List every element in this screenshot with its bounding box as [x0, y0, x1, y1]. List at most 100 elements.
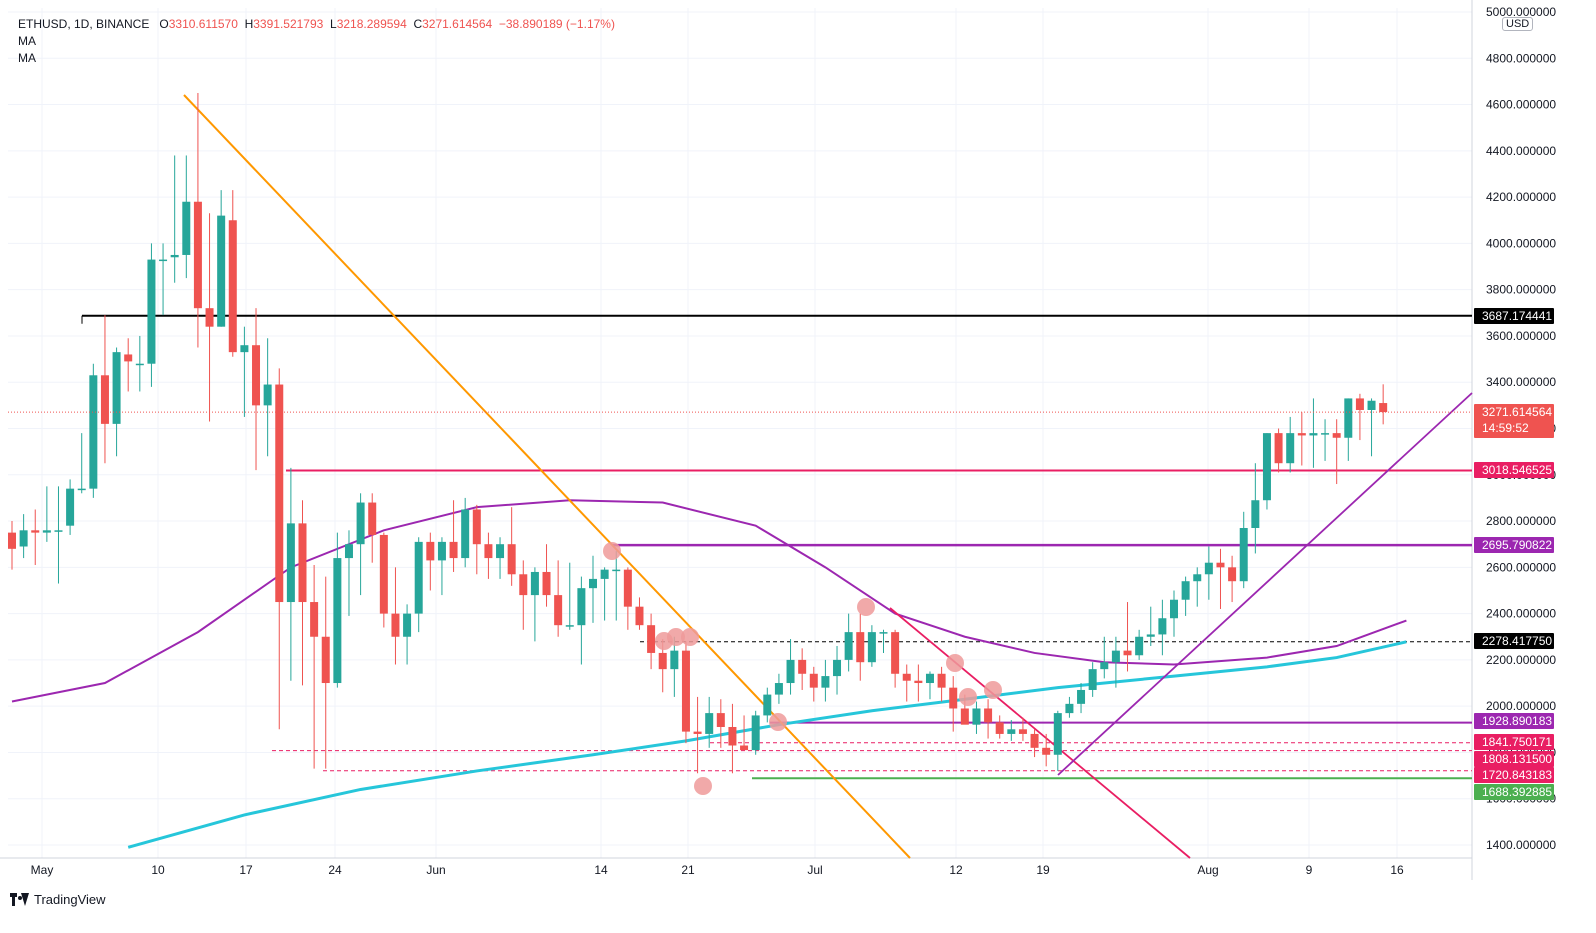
signal-marker [769, 713, 787, 731]
candle-body [461, 509, 470, 559]
candle-body [1344, 398, 1353, 438]
candle-body [1135, 636, 1144, 656]
price-tick-label: 2800.000000 [1486, 514, 1556, 528]
candle-body [1065, 703, 1074, 714]
price-label-bg [1474, 784, 1554, 800]
candle-body [344, 544, 353, 559]
candle-body [159, 259, 168, 262]
candle-body [507, 544, 516, 575]
candle-body [1146, 634, 1155, 637]
price-tick-label: 4400.000000 [1486, 144, 1556, 158]
price-label-bg [1474, 713, 1554, 729]
candle-body [414, 541, 423, 614]
candle-body [1030, 733, 1039, 748]
tradingview-brand[interactable]: TradingView [10, 892, 106, 907]
price-label-tag: 3271.614564 14:59:52 [1474, 404, 1554, 438]
signal-marker [667, 628, 685, 646]
candle-body [449, 541, 458, 559]
price-tick-label: 4200.000000 [1486, 190, 1556, 204]
price-label-text: 1720.843183 [1482, 768, 1552, 782]
candles [8, 92, 1388, 795]
candle-body [403, 613, 412, 637]
candle-body [228, 220, 237, 353]
price-label-tag: 2278.417750 [1474, 633, 1554, 649]
candle-body [333, 558, 342, 684]
price-label-tag: 3687.174441 [1474, 308, 1554, 324]
candle-body [100, 375, 109, 424]
candle-body [89, 375, 98, 489]
time-tick-label: 12 [949, 863, 963, 877]
time-tick-label: 21 [681, 863, 695, 877]
price-tick-label: 4600.000000 [1486, 98, 1556, 112]
candle-body [1355, 398, 1364, 410]
price-label-text: 3018.546525 [1482, 463, 1552, 477]
price-label-text: 1688.392885 [1482, 785, 1552, 799]
time-tick-label: 10 [151, 863, 165, 877]
price-label-bg [1474, 308, 1554, 324]
indicator-ma-1[interactable]: MA [18, 34, 36, 48]
signal-marker [946, 654, 964, 672]
time-tick-label: 19 [1036, 863, 1050, 877]
candle-body [496, 544, 505, 559]
candle-body [147, 259, 156, 364]
candle-body [1286, 433, 1295, 464]
candle-body [31, 530, 40, 533]
candle-body [1321, 433, 1330, 435]
price-tick-label: 1400.000000 [1486, 838, 1556, 852]
candle-body [135, 363, 144, 366]
candle-body [1088, 669, 1097, 690]
price-label-bg [1474, 404, 1554, 438]
price-label-bg [1474, 734, 1554, 750]
candle-body [856, 632, 865, 663]
candle-body [879, 632, 888, 634]
candle-body [984, 708, 993, 723]
currency-badge[interactable]: USD [1502, 17, 1534, 31]
candle-body [1181, 581, 1190, 600]
candle-body [786, 659, 795, 684]
candle-body [472, 509, 481, 545]
grid-lines [8, 8, 1472, 858]
candle-body [1274, 433, 1283, 464]
downtrend-line [183, 94, 911, 859]
price-label-bg [1474, 633, 1554, 649]
candle-body [1111, 650, 1120, 663]
candle-body [1216, 562, 1225, 568]
time-tick-label: Aug [1197, 863, 1218, 877]
candle-body [182, 201, 191, 255]
price-label-text: 2695.790822 [1482, 538, 1552, 552]
price-label-tag: 1688.392885 [1474, 784, 1554, 800]
indicator-ma-2[interactable]: MA [18, 51, 36, 65]
drawing-lines [81, 314, 1472, 780]
candle-body [484, 544, 493, 559]
open-label: O [159, 17, 169, 31]
time-tick-label: 14 [594, 863, 608, 877]
candle-body [1018, 729, 1027, 734]
candle-body [623, 569, 632, 607]
price-label-tag: 1928.890183 [1474, 713, 1554, 729]
candle-body [705, 713, 714, 734]
candle-body [774, 683, 783, 695]
candle-body [751, 715, 760, 751]
symbol-label[interactable]: ETHUSD, 1D, BINANCE [18, 17, 150, 31]
candle-body [170, 254, 179, 258]
price-tick-label: 2600.000000 [1486, 560, 1556, 574]
candle-body [1204, 562, 1213, 575]
chart-legend: ETHUSD, 1D, BINANCE O3310.611570 H3391.5… [18, 16, 615, 67]
candle-body [1332, 433, 1341, 438]
candle-body [1053, 713, 1062, 755]
candle-body [286, 523, 295, 603]
change-value: −38.890189 (−1.17%) [498, 17, 615, 31]
price-tick-label: 5000.000000 [1486, 5, 1556, 19]
candle-body [1158, 618, 1167, 635]
candle-body [716, 713, 725, 727]
price-label-text: 2278.417750 [1482, 634, 1552, 648]
candle-body [902, 673, 911, 681]
price-label-bg [1474, 462, 1554, 478]
candle-body [263, 384, 272, 406]
candle-body [960, 708, 969, 725]
candle-body [530, 571, 539, 596]
candle-body [891, 632, 900, 674]
price-label-bg [1474, 537, 1554, 553]
price-label-bg [1474, 751, 1554, 767]
